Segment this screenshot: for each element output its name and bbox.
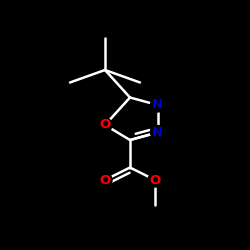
Text: O: O	[100, 174, 110, 186]
Circle shape	[98, 173, 112, 187]
Text: N: N	[152, 98, 163, 112]
Circle shape	[150, 98, 164, 112]
Text: O: O	[100, 118, 110, 132]
Text: N: N	[152, 126, 163, 139]
Circle shape	[150, 126, 164, 140]
Circle shape	[148, 173, 162, 187]
Circle shape	[98, 118, 112, 132]
Text: O: O	[150, 174, 160, 186]
